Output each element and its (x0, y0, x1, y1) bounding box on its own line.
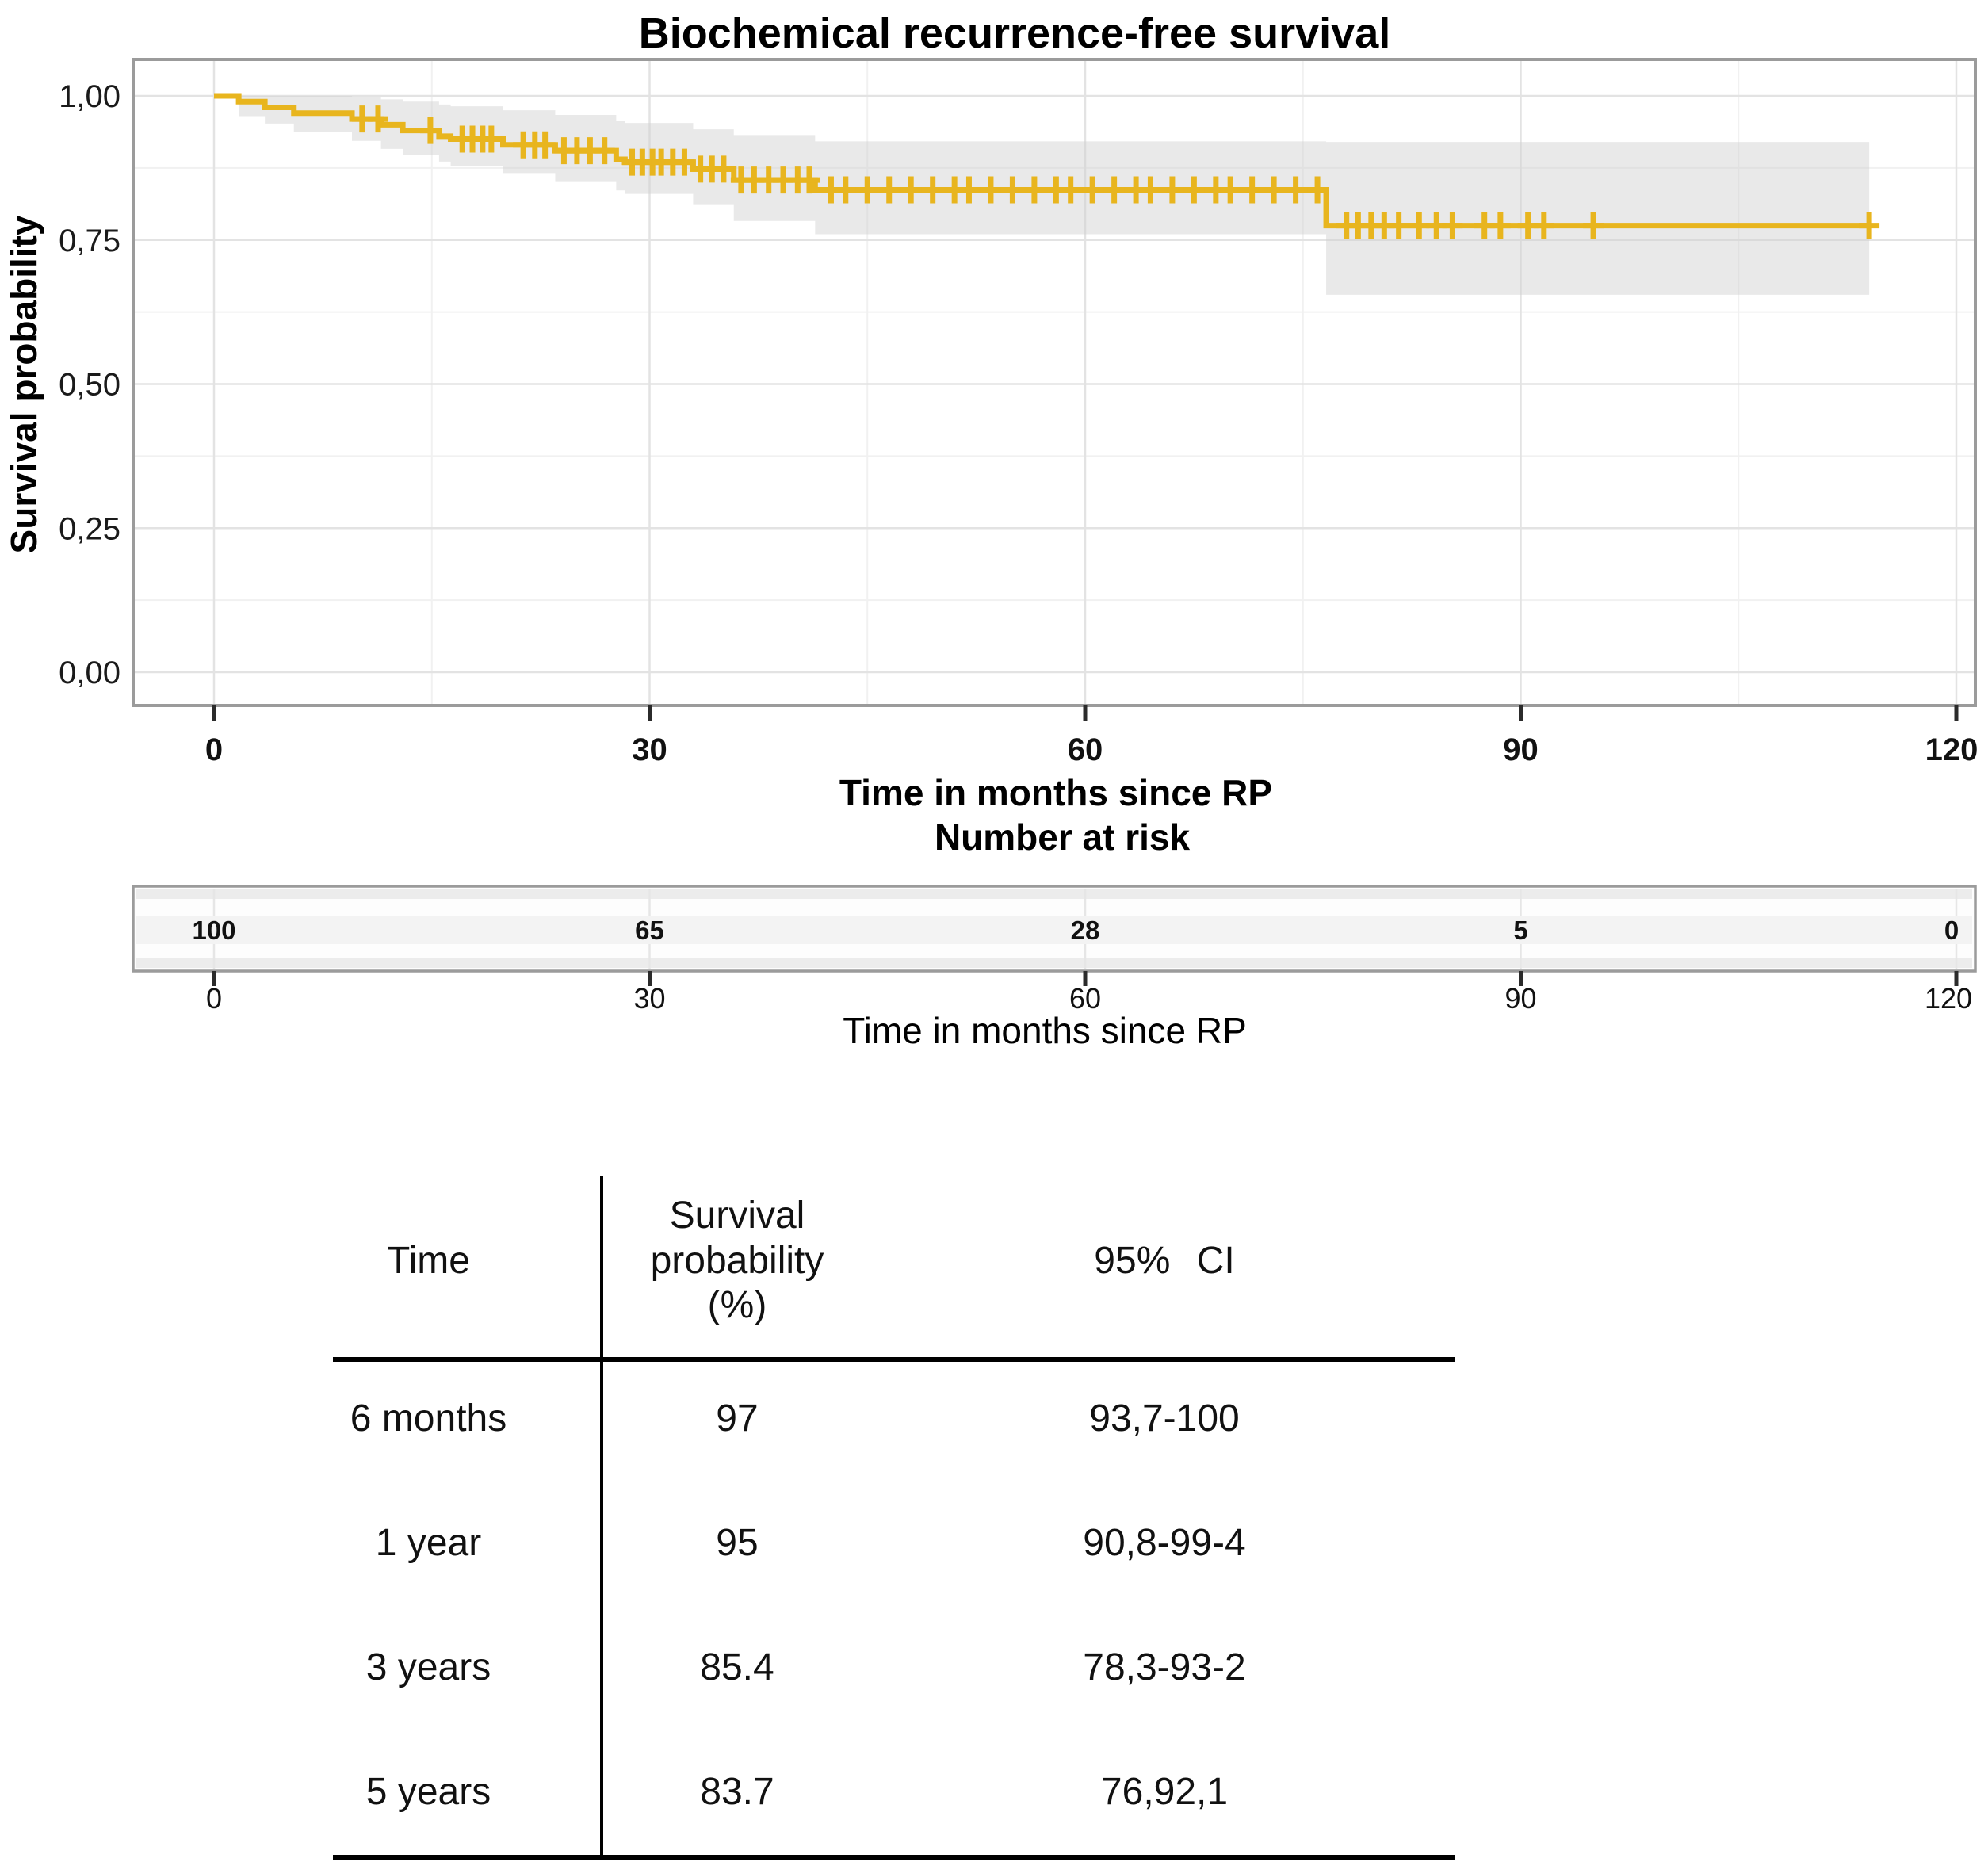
table-cell-time: 6 months (350, 1397, 507, 1440)
risk-count: 28 (1071, 916, 1100, 945)
y-axis-title: Survival probability (3, 215, 44, 553)
x-tick-label: 120 (1925, 732, 1978, 767)
x-tick-label: 60 (1068, 732, 1103, 767)
y-tick-label: 0,75 (59, 224, 120, 258)
confidence-band (214, 96, 1870, 295)
risk-tick-label: 120 (1925, 982, 1972, 1015)
table-cell-survival: 95 (716, 1522, 759, 1565)
risk-axis-title: Time in months since RP (843, 1010, 1247, 1051)
table-cell-time: 5 years (365, 1771, 491, 1814)
y-tick-label: 0,00 (59, 656, 120, 690)
x-tick-label: 90 (1503, 732, 1539, 767)
risk-tick-label: 90 (1504, 982, 1536, 1015)
x-axis-title: Time in months since RP (839, 772, 1272, 813)
y-tick-label: 0,25 (59, 511, 120, 546)
risk-tick-label: 0 (206, 982, 222, 1015)
risk-tick-label: 30 (633, 982, 665, 1015)
risk-panel-top-shade (136, 889, 1972, 899)
y-tick-label: 1,00 (59, 79, 120, 114)
plot-area: 1,00 0,75 0,50 0,25 0,00 0 30 60 90 120 (59, 58, 1978, 767)
number-at-risk-title: Number at risk (935, 816, 1191, 858)
number-at-risk-panel: 100 65 28 5 0 0 30 60 90 120 (132, 885, 1977, 1015)
risk-panel-frame (132, 885, 1977, 973)
plot-frame (132, 58, 1977, 707)
table-cell-survival: 83.7 (700, 1771, 774, 1814)
table-header-time: Time (387, 1239, 470, 1282)
table-header-survival-probability: Survival probability (%) (650, 1195, 824, 1327)
table-cell-time: 3 years (365, 1646, 491, 1689)
risk-panel-bottom-shade (136, 958, 1972, 968)
table-header-95ci: 95% CI (1094, 1239, 1235, 1282)
table-header-divider (333, 1357, 1455, 1362)
x-tick-label: 30 (632, 732, 667, 767)
table-cell-survival: 97 (716, 1397, 759, 1440)
survival-summary-table: Time Survival probability (%) 95% CI 6 m… (333, 1165, 1455, 1860)
risk-count: 5 (1513, 916, 1527, 945)
chart-title: Biochemical recurrence-free survival (639, 10, 1390, 57)
x-tick-label: 0 (205, 732, 223, 767)
table-cell-survival: 85.4 (700, 1646, 774, 1689)
km-chart: Biochemical recurrence-free survival Sur… (3, 10, 1978, 1051)
table-cell-time: 1 year (375, 1522, 482, 1565)
table-cell-ci: 90,8-99-4 (1083, 1522, 1246, 1565)
table-cell-ci: 76,92,1 (1100, 1771, 1229, 1814)
risk-count: 100 (192, 916, 235, 945)
table-cell-ci: 78,3-93-2 (1083, 1646, 1246, 1689)
risk-tick-label: 60 (1069, 982, 1101, 1015)
plot-background (133, 59, 1975, 705)
risk-row-stripe (136, 916, 1972, 944)
y-tick-label: 0,50 (59, 368, 120, 403)
risk-count: 0 (1944, 916, 1959, 945)
risk-count: 65 (635, 916, 664, 945)
table-cell-ci: 93,7-100 (1089, 1397, 1240, 1440)
table-vertical-rule (600, 1176, 603, 1855)
